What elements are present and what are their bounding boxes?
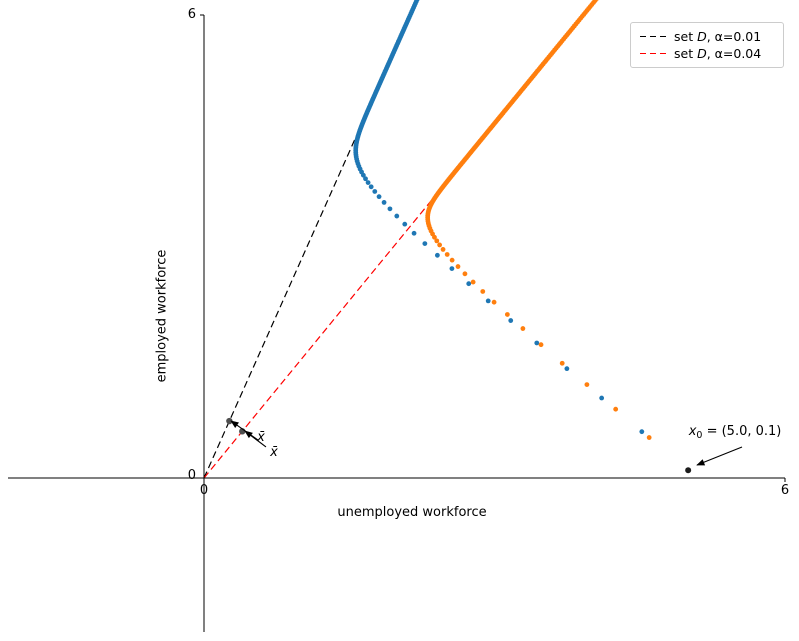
x-axis-ticklabel-6: 6 [780,483,790,498]
y-axis-title: employed workforce [154,249,170,383]
dashed-line-swatch-red [640,52,666,55]
annotation-xbar-label-black: x̄ [257,430,265,446]
trajectory-dots [353,0,691,473]
legend: set D, α=0.01 set D, α=0.04 [630,22,784,68]
x-axis-title: unemployed workforce [337,505,487,520]
annotation-arrows [230,420,743,466]
marked-points [226,417,692,474]
annotation-x0-label: x0 = (5.0, 0.1) [688,424,782,442]
annotation-xbar-label-red: x̄ [270,444,278,460]
dashed-line-swatch-black [640,35,666,38]
x-axis-ticklabel-0: 0 [199,483,209,498]
ray-lines [203,0,597,479]
legend-entry-alpha-001: set D, α=0.01 [640,28,775,45]
legend-label: set D, α=0.01 [674,28,762,44]
axes [8,14,786,632]
y-axis-ticklabel-0: 0 [187,468,196,483]
legend-entry-alpha-004: set D, α=0.04 [640,45,775,62]
legend-label: set D, α=0.04 [674,45,762,61]
y-axis-ticklabel-6: 6 [187,7,196,22]
